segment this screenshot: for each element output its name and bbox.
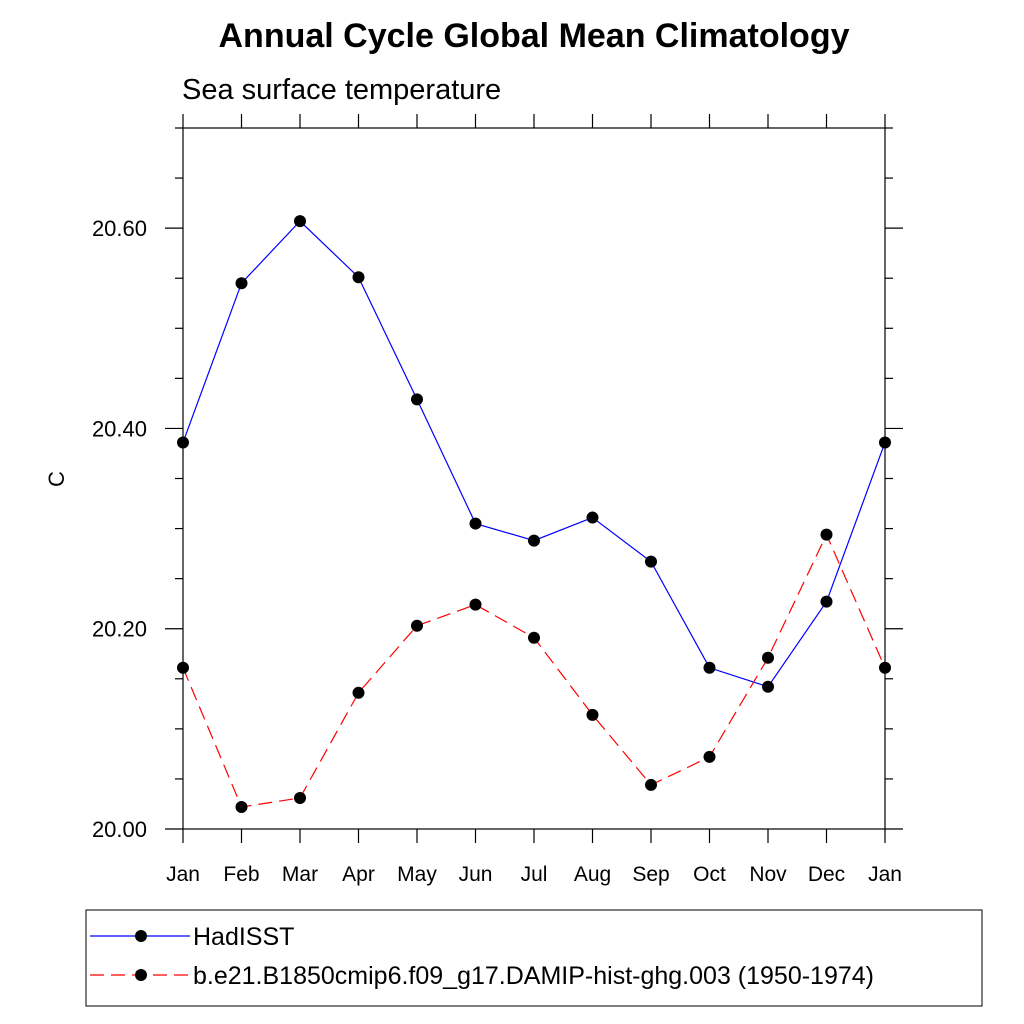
x-tick-label: Jun xyxy=(459,863,493,886)
data-point xyxy=(528,631,540,644)
x-tick-label: Oct xyxy=(693,863,726,886)
data-point xyxy=(411,393,423,406)
data-point xyxy=(879,436,891,449)
data-point xyxy=(352,686,365,699)
x-axis-tick-labels: Jan Feb Mar Apr May Jun Jul Aug Sep Oct Nov Dec Jan xyxy=(166,863,902,886)
x-tick-label: Apr xyxy=(342,863,375,886)
legend-label-hadisst: HadISST xyxy=(193,923,294,951)
x-tick-label: Jan xyxy=(166,863,200,886)
y-axis-tick-labels: 20.00 20.20 20.40 20.60 xyxy=(92,216,147,842)
y-tick-label: 20.00 xyxy=(92,817,147,842)
data-point xyxy=(235,277,248,290)
chart-subtitle: Sea surface temperature xyxy=(182,74,501,106)
y-tick-label: 20.40 xyxy=(92,416,147,441)
data-point xyxy=(762,680,774,693)
data-point xyxy=(294,215,306,228)
y-axis-label: C xyxy=(44,471,69,487)
data-point xyxy=(762,651,774,664)
axis-ticks xyxy=(165,114,903,843)
x-tick-label: Dec xyxy=(808,863,845,886)
y-tick-label: 20.60 xyxy=(92,216,147,241)
data-point xyxy=(469,517,482,530)
x-tick-label: May xyxy=(397,863,437,886)
legend: HadISST b.e21.B1850cmip6.f09_g17.DAMIP-h… xyxy=(85,909,983,1007)
series-group xyxy=(177,215,891,813)
legend-marker-model xyxy=(135,969,147,981)
x-tick-label: Aug xyxy=(574,863,611,886)
legend-box xyxy=(85,909,983,1007)
x-tick-label: Jul xyxy=(521,863,548,886)
data-point xyxy=(879,661,891,674)
x-tick-label: Nov xyxy=(749,863,787,886)
series-0 xyxy=(177,215,891,693)
data-point xyxy=(352,271,365,284)
data-point xyxy=(586,511,599,524)
data-point xyxy=(703,661,716,674)
data-point xyxy=(645,555,657,568)
data-point xyxy=(177,661,189,674)
legend-label-model: b.e21.B1850cmip6.f09_g17.DAMIP-hist-ghg.… xyxy=(193,962,874,990)
y-tick-label: 20.20 xyxy=(92,617,147,642)
x-tick-label: Mar xyxy=(282,863,318,886)
legend-marker-hadisst xyxy=(135,930,147,942)
series-1 xyxy=(177,528,891,813)
data-point xyxy=(586,708,599,721)
data-point xyxy=(645,778,657,791)
data-point xyxy=(177,436,189,449)
data-point xyxy=(294,791,306,804)
data-point xyxy=(469,598,482,611)
data-point xyxy=(820,528,833,541)
data-point xyxy=(411,619,423,632)
data-point xyxy=(820,595,833,608)
chart-title: Annual Cycle Global Mean Climatology xyxy=(219,17,850,55)
data-point xyxy=(235,800,248,813)
series-line xyxy=(182,220,886,688)
data-point xyxy=(703,750,716,763)
x-tick-label: Sep xyxy=(632,863,669,886)
x-tick-label: Feb xyxy=(223,863,259,886)
x-tick-label: Jan xyxy=(868,863,902,886)
data-point xyxy=(528,534,540,547)
